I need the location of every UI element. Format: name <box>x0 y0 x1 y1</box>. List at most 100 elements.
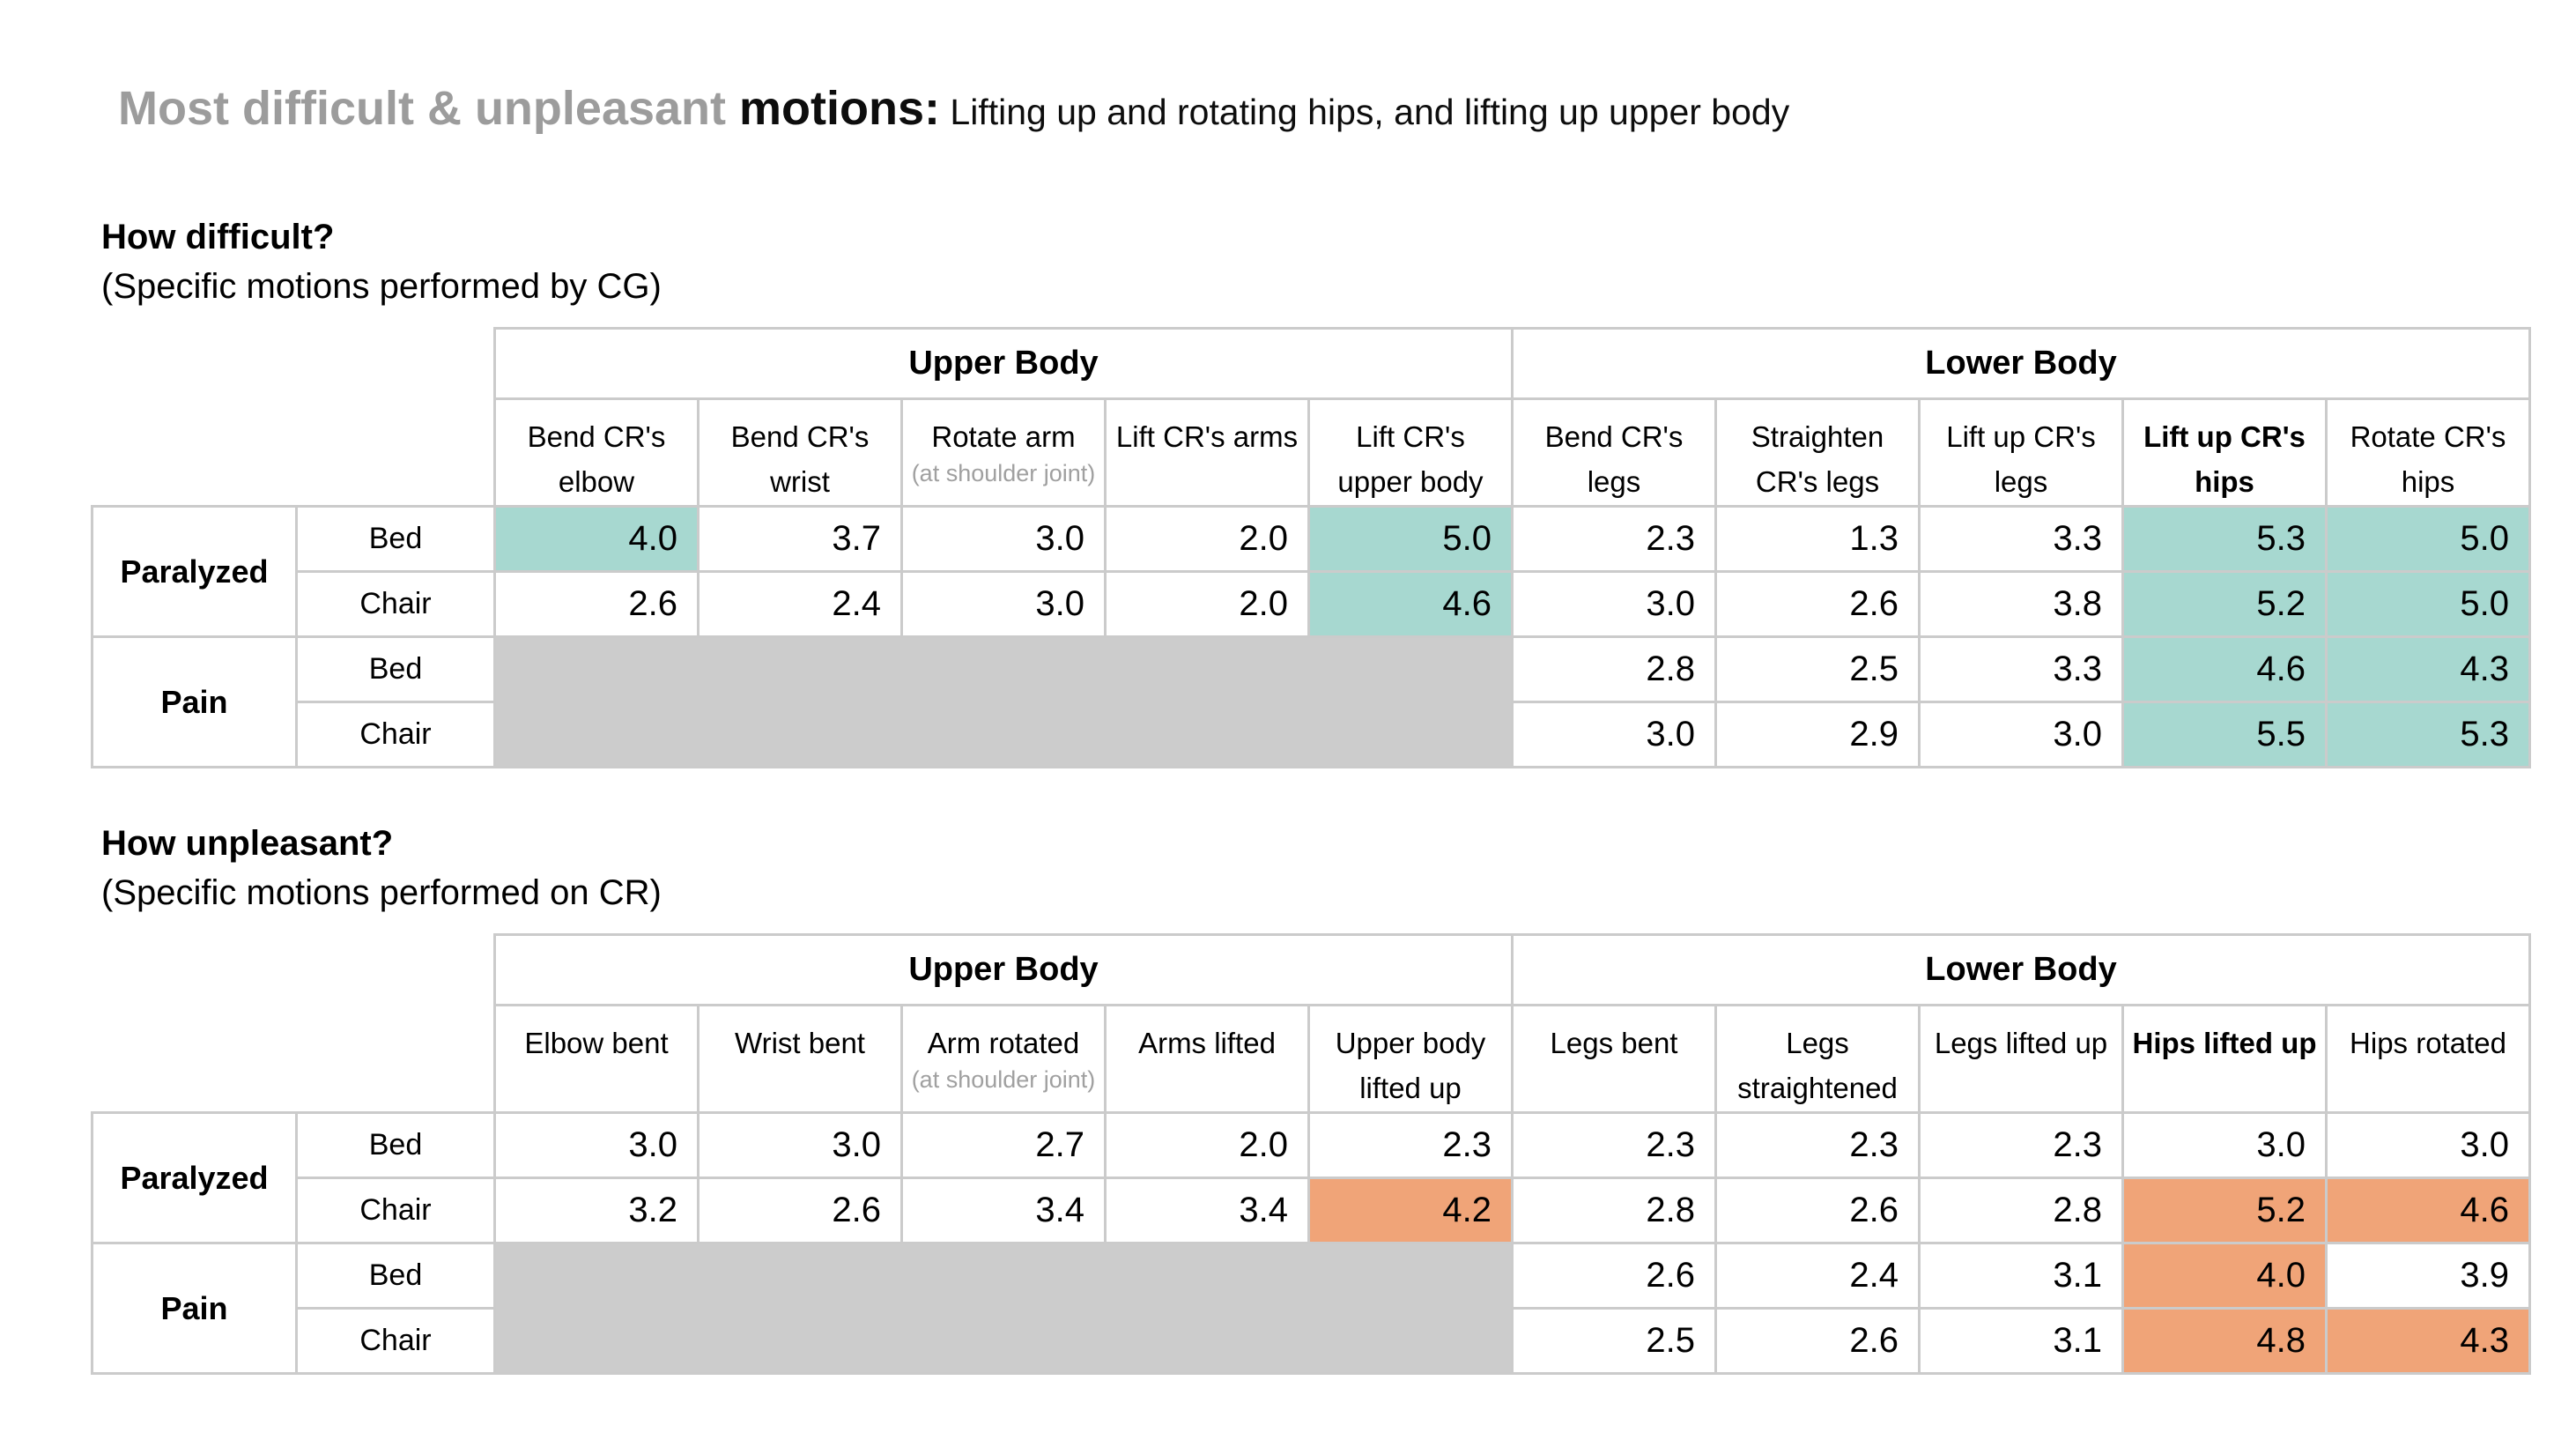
column-header: Bend CR's elbow <box>493 397 700 508</box>
column-header: Rotate CR's hips <box>2325 397 2531 508</box>
not-applicable-block <box>493 1242 1514 1376</box>
header-spacer <box>92 934 495 1113</box>
value-cell: 2.6 <box>1511 1242 1717 1310</box>
value-cell: 5.5 <box>2121 701 2328 769</box>
value-cell: 2.0 <box>1104 1111 1310 1180</box>
value-cell: 3.8 <box>1918 570 2124 639</box>
value-cell: 2.0 <box>1104 570 1310 639</box>
value-cell: 2.3 <box>1918 1111 2124 1180</box>
unpleasantness-table: Upper Body Lower Body Elbow bent Wrist b… <box>91 933 2531 1376</box>
value-cell: 2.6 <box>1714 570 1921 639</box>
data-row-pain-bed: Pain Bed 2.8 2.5 3.3 4.6 4.3 <box>91 635 2531 769</box>
value-cell: 3.0 <box>1511 701 1717 769</box>
value-cell: 2.8 <box>1511 1176 1717 1245</box>
value-cell: 2.3 <box>1511 505 1717 574</box>
value-cell: 3.0 <box>1918 701 2124 769</box>
value-cell: 2.8 <box>1511 635 1717 704</box>
section-heading: How difficult? <box>101 218 335 256</box>
value-cell: 2.3 <box>1307 1111 1514 1180</box>
column-header: Bend CR's legs <box>1511 397 1717 508</box>
value-cell: 4.0 <box>2121 1242 2328 1310</box>
value-cell: 2.6 <box>493 570 700 639</box>
value-cell: 4.0 <box>493 505 700 574</box>
lower-body-group-header: Lower Body <box>1511 327 2531 400</box>
value-cell: 5.3 <box>2325 701 2531 769</box>
value-cell: 3.3 <box>1918 505 2124 574</box>
value-cell: 3.0 <box>697 1111 903 1180</box>
group-header-row: Upper Body Lower Body <box>92 327 2531 507</box>
difficulty-table: Upper Body Lower Body Bend CR's elbow Ben… <box>91 327 2531 769</box>
title-emphasis-gray: Most difficult & unpleasant <box>118 82 727 135</box>
value-cell: 4.6 <box>1307 570 1514 639</box>
column-header: Bend CR's wrist <box>697 397 903 508</box>
upper-body-group-header: Upper Body <box>493 933 1514 1006</box>
header-spacer <box>92 328 495 507</box>
row-label: Chair <box>295 570 496 639</box>
row-label: Bed <box>295 1111 496 1180</box>
column-header-row: Elbow bent Wrist bent Arm rotated (at sho… <box>93 1003 2531 1115</box>
section-how-difficult: How difficult? (Specific motions perform… <box>91 216 2531 769</box>
column-header: Lift CR's arms <box>1104 397 1310 508</box>
data-row-pain-chair: Chair 2.5 2.6 3.1 4.8 4.3 <box>93 1307 2531 1376</box>
value-cell: 2.0 <box>1104 505 1310 574</box>
value-cell: 2.3 <box>1714 1111 1921 1180</box>
section-heading: How unpleasant? <box>101 824 394 863</box>
value-cell: 4.3 <box>2325 635 2531 704</box>
value-cell: 3.1 <box>1918 1307 2124 1376</box>
column-header: Rotate arm (at shoulder joint) <box>900 397 1107 508</box>
value-cell: 3.1 <box>1918 1242 2124 1310</box>
value-cell: 4.6 <box>2325 1176 2531 1245</box>
title-emphasis-black: motions: <box>739 82 941 135</box>
value-cell: 3.7 <box>697 505 903 574</box>
data-row-paralyzed-bed: Paralyzed Bed 3.0 3.0 2.7 2.0 2.3 2.3 2.… <box>91 1111 2531 1245</box>
value-cell: 2.5 <box>1511 1307 1717 1376</box>
group-header-row: Upper Body Lower Body <box>92 933 2531 1113</box>
value-cell: 2.6 <box>1714 1176 1921 1245</box>
value-cell: 4.2 <box>1307 1176 1514 1245</box>
value-cell: 3.0 <box>900 505 1107 574</box>
value-cell: 4.6 <box>2121 635 2328 704</box>
row-label: Chair <box>295 1176 496 1245</box>
row-label: Bed <box>295 635 496 704</box>
value-cell: 5.0 <box>2325 570 2531 639</box>
column-header: Legs straightened <box>1714 1003 1921 1115</box>
value-cell: 5.0 <box>2325 505 2531 574</box>
column-header: Upper body lifted up <box>1307 1003 1514 1115</box>
row-label: Chair <box>295 701 496 769</box>
value-cell: 5.0 <box>1307 505 1514 574</box>
column-header: Lift CR's upper body <box>1307 397 1514 508</box>
value-cell: 1.3 <box>1714 505 1921 574</box>
value-cell: 5.2 <box>2121 1176 2328 1245</box>
value-cell: 2.3 <box>1511 1111 1717 1180</box>
value-cell: 3.0 <box>2325 1111 2531 1180</box>
value-cell: 2.4 <box>1714 1242 1921 1310</box>
data-row-paralyzed-bed: Paralyzed Bed 4.0 3.7 3.0 2.0 5.0 2.3 1.… <box>91 505 2531 639</box>
value-cell: 2.5 <box>1714 635 1921 704</box>
value-cell: 2.6 <box>1714 1307 1921 1376</box>
section-subheading: (Specific motions performed on CR) <box>101 873 662 912</box>
column-header: Wrist bent <box>697 1003 903 1115</box>
value-cell: 3.0 <box>493 1111 700 1180</box>
value-cell: 3.0 <box>2121 1111 2328 1180</box>
page-title: Most difficult & unpleasant motions: Lif… <box>118 81 1789 136</box>
column-header-highlighted: Hips lifted up <box>2121 1003 2328 1115</box>
column-header: Straighten CR's legs <box>1714 397 1921 508</box>
row-label: Bed <box>295 1242 496 1310</box>
data-row-pain-bed: Pain Bed 2.6 2.4 3.1 4.0 3.9 <box>91 1242 2531 1376</box>
row-label: Bed <box>295 505 496 574</box>
row-group-label: Paralyzed <box>91 505 298 639</box>
value-cell: 5.2 <box>2121 570 2328 639</box>
row-group-label: Paralyzed <box>91 1111 298 1245</box>
value-cell: 3.4 <box>900 1176 1107 1245</box>
section-subheading: (Specific motions performed by CG) <box>101 267 662 306</box>
column-header-highlighted: Lift up CR's hips <box>2121 397 2328 508</box>
value-cell: 2.8 <box>1918 1176 2124 1245</box>
data-row-paralyzed-chair: Chair 3.2 2.6 3.4 3.4 4.2 2.8 2.6 2.8 5.… <box>93 1176 2531 1245</box>
value-cell: 2.9 <box>1714 701 1921 769</box>
row-group-label: Pain <box>91 635 298 769</box>
upper-body-group-header: Upper Body <box>493 327 1514 400</box>
column-header: Elbow bent <box>493 1003 700 1115</box>
value-cell: 3.0 <box>1511 570 1717 639</box>
column-header-row: Bend CR's elbow Bend CR's wrist Rotate arm… <box>93 397 2531 508</box>
